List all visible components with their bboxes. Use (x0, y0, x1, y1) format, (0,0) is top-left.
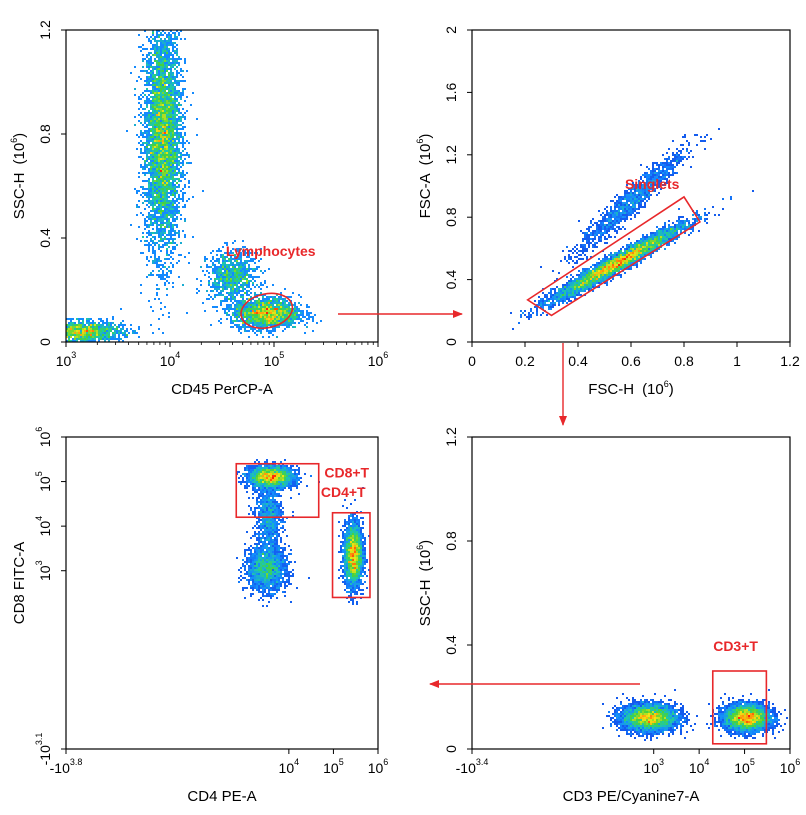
y-tick-label: 106 (34, 427, 53, 448)
x-axis-label: CD3 PE/Cyanine7-A (563, 788, 700, 805)
events-cd45_ssc (66, 30, 322, 342)
x-axis-label: CD4 PE-A (187, 788, 256, 805)
panel-cd45_ssc: 103 104 105 106 0 0.4 0.8 1.2 CD45 PerCP-A SSC-H(… (9, 20, 388, 398)
y-tick-label: 0 (37, 338, 53, 346)
x-tick-label: 0.6 (621, 353, 641, 369)
y-axis-label: SSC-H(106) (9, 133, 28, 219)
axes-frame (65, 436, 379, 750)
y-tick-label: 0.4 (443, 270, 459, 290)
y-tick-label: 1.2 (443, 145, 459, 165)
gate-cd4-t: CD4+T (321, 484, 371, 599)
x-axis-label: CD45 PerCP-A (171, 381, 273, 398)
y-tick-label: 105 (34, 471, 53, 492)
x-tick-label: 0.4 (568, 353, 588, 369)
gate-label: CD4+T (321, 484, 366, 500)
y-tick-label: -103.1 (34, 733, 53, 766)
y-tick-label: 0 (443, 745, 459, 753)
y-tick-label: 0.4 (37, 228, 53, 248)
x-tick-label: 106 (780, 757, 801, 776)
events-cd3_ssc (602, 689, 788, 741)
x-tick-label: 104 (160, 350, 181, 369)
gate-label: CD3+T (713, 638, 758, 654)
axes-frame (471, 436, 791, 750)
y-tick-label: 0.8 (443, 531, 459, 551)
panel-cd3_ssc: -103.4 103 104 105 106 0 0.4 0.8 1.2 CD3 PE/Cyani… (415, 427, 800, 805)
x-tick-label: 105 (264, 350, 285, 369)
x-tick-label: 0 (468, 353, 476, 369)
y-axis-label: FSC-A(106) (415, 134, 434, 219)
y-tick-label: 0.8 (443, 207, 459, 227)
axes-frame (65, 29, 379, 343)
y-tick-label: 0.4 (443, 635, 459, 655)
gate-singlets: Singlets (526, 176, 702, 317)
x-tick-label: 106 (368, 350, 389, 369)
gate-label: CD8+T (324, 465, 369, 481)
x-tick-label: 0.2 (515, 353, 535, 369)
events-fsch_fsca (510, 128, 754, 330)
y-tick-label: 2 (443, 26, 459, 34)
y-tick-label: 1.2 (443, 427, 459, 447)
x-tick-label: 105 (734, 757, 755, 776)
y-tick-label: 103 (34, 560, 53, 581)
x-tick-label: 103 (56, 350, 77, 369)
y-tick-label: 1.6 (443, 82, 459, 102)
y-tick-label: 1.2 (37, 20, 53, 40)
y-axis-label: SSC-H(106) (415, 540, 434, 626)
x-tick-label: 1 (733, 353, 741, 369)
x-tick-label: 0.8 (674, 353, 694, 369)
x-tick-label: -103.4 (456, 757, 489, 776)
gate-lymphocytes: Lymphocytes (226, 243, 316, 329)
x-axis-label: FSC-H (106) (588, 379, 674, 398)
gate-cd3-t: CD3+T (711, 638, 768, 745)
panel-fsch_fsca: 0 0.2 0.4 0.6 0.8 1 1.2 0 0.4 0.8 1.2 1.6 2 FSC-H (106… (415, 26, 800, 398)
x-tick-label: 106 (368, 757, 389, 776)
y-axis-label: CD8 FITC-A (11, 542, 28, 625)
y-tick-label: 0 (443, 338, 459, 346)
x-tick-label: 104 (279, 757, 300, 776)
gate-label: Singlets (625, 176, 680, 192)
x-tick-label: 105 (323, 757, 344, 776)
gate-cd8-t: CD8+T (235, 462, 370, 519)
events-cd4_cd8 (236, 459, 370, 607)
panel-cd4_cd8: -103.8 104 105 106 -103.1 103 104 105 106 CD4 PE-… (11, 427, 388, 805)
y-tick-label: 104 (34, 516, 53, 537)
x-tick-label: 1.2 (780, 353, 800, 369)
x-tick-label: 104 (689, 757, 710, 776)
x-tick-label: 103 (643, 757, 664, 776)
y-tick-label: 0.8 (37, 124, 53, 144)
x-tick-label: -103.8 (50, 757, 83, 776)
gate-label: Lymphocytes (226, 243, 316, 259)
